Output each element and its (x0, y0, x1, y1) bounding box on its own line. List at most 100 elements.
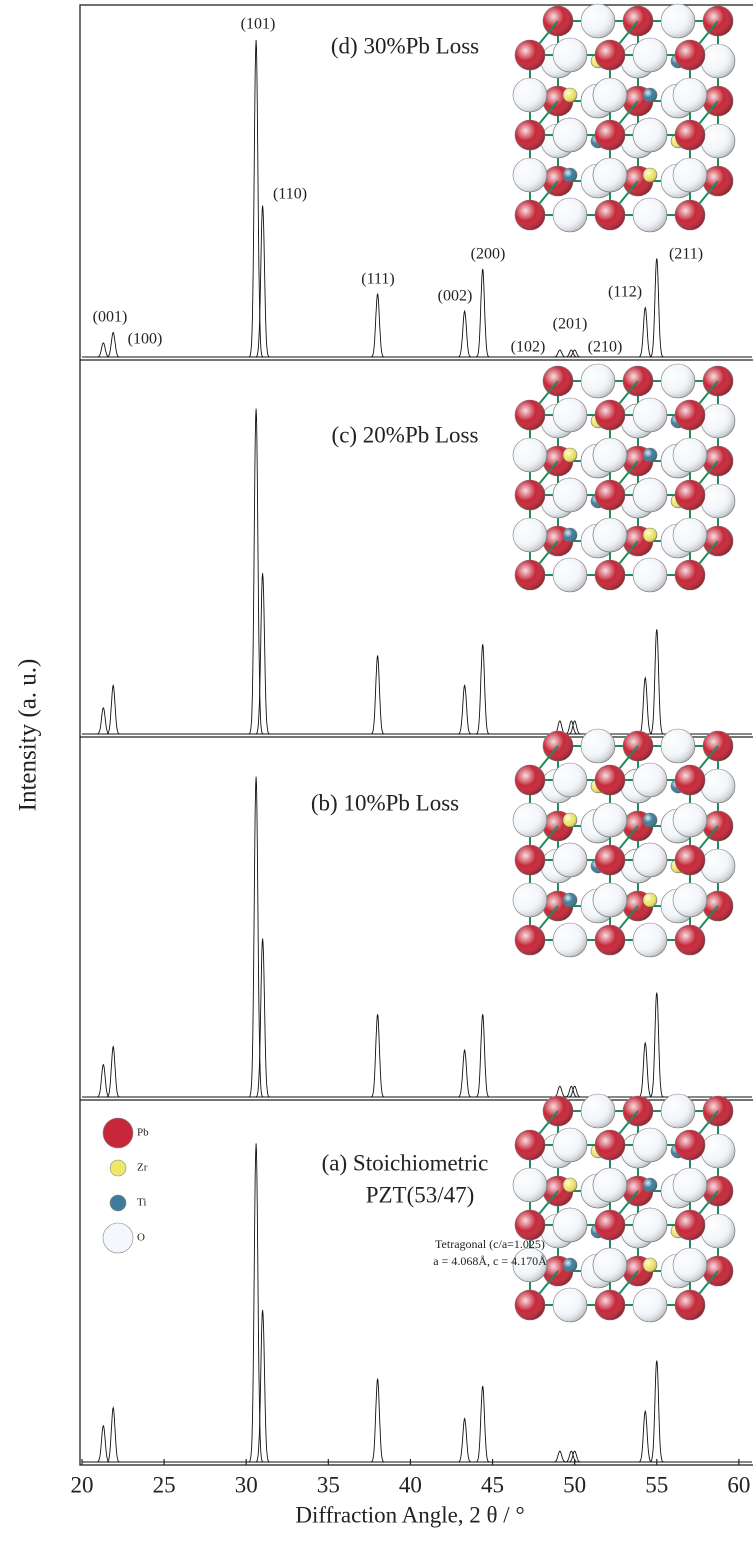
diffraction-peak (247, 408, 265, 735)
atom-shade (595, 120, 625, 150)
atom-shade (513, 1248, 547, 1282)
diffraction-peak (105, 331, 122, 358)
atom-shade (595, 925, 625, 955)
atom-shade (675, 925, 705, 955)
atom-shade (643, 448, 657, 462)
diffraction-peak (648, 629, 665, 735)
atom-shade (701, 1214, 735, 1248)
peak-label: (100) (128, 331, 163, 348)
panel-title: (c) 20%Pb Loss (332, 422, 479, 447)
diffraction-peak (369, 1014, 386, 1098)
atom-shade (633, 843, 667, 877)
x-tick-label: 20 (71, 1472, 94, 1497)
diffraction-peak (254, 1309, 271, 1463)
atom-shade (595, 560, 625, 590)
panel-title: (b) 10%Pb Loss (311, 790, 459, 815)
atom-shade (515, 1130, 545, 1160)
atom-shade (553, 398, 587, 432)
peak-label: (102) (511, 339, 546, 356)
peak-label: (211) (669, 246, 703, 263)
diffraction-peak (247, 40, 265, 358)
atom-shade (563, 528, 577, 542)
legend-label: Pb (137, 1127, 149, 1139)
plot-frame (79, 4, 753, 1466)
atom-shade (633, 38, 667, 72)
y-axis-label: Intensity (a. u.) (15, 659, 42, 812)
peak-label: (200) (471, 246, 506, 263)
peak-label: (110) (273, 186, 307, 203)
diffraction-peak (105, 1045, 122, 1098)
atom-shade (595, 1130, 625, 1160)
atom-shade (581, 1094, 615, 1128)
atom-shade (675, 1290, 705, 1320)
diffraction-peak (456, 683, 473, 735)
legend-label: O (137, 1232, 145, 1244)
diffraction-peak (474, 1014, 491, 1098)
diffraction-peak (551, 349, 569, 358)
atom-shade (643, 528, 657, 542)
atom-shade (673, 883, 707, 917)
x-tick-label: 50 (563, 1472, 586, 1497)
diffraction-peak (566, 720, 583, 735)
atom-shade (643, 168, 657, 182)
crystal-illustration (512, 3, 736, 233)
atom-shade (661, 1094, 695, 1128)
atom-shade (513, 1168, 547, 1202)
atom-shade (701, 404, 735, 438)
atom-shade (515, 120, 545, 150)
diffraction-peak (105, 683, 122, 735)
atom-shade (633, 1288, 667, 1322)
peak-label: (112) (608, 284, 642, 301)
atom-shade (673, 1168, 707, 1202)
diffraction-peak (566, 349, 583, 358)
atom-shade (563, 168, 577, 182)
x-tick-label: 60 (727, 1472, 750, 1497)
diffraction-peak (95, 706, 112, 735)
peak-label: (210) (588, 339, 623, 356)
diffraction-peak (551, 1450, 569, 1463)
atom-shade (675, 120, 705, 150)
atom-shade (563, 1178, 577, 1192)
diffraction-peak (254, 573, 271, 735)
atom-shade (675, 200, 705, 230)
atom-shade (553, 1128, 587, 1162)
legend-swatch (102, 1117, 134, 1149)
diffraction-peak (95, 1063, 112, 1098)
diffraction-peak (369, 293, 386, 358)
atom-shade (643, 88, 657, 102)
atom-shade (633, 1128, 667, 1162)
diffraction-peak (637, 1041, 654, 1098)
atom-shade (563, 1258, 577, 1272)
diffraction-peak (456, 1048, 473, 1098)
atom-shade (701, 1134, 735, 1168)
atom-shade (553, 843, 587, 877)
atom-shade (661, 729, 695, 763)
atom-shade (515, 200, 545, 230)
atom-shade (513, 518, 547, 552)
atom-shade (593, 803, 627, 837)
atom-shade (513, 803, 547, 837)
diffraction-peak (254, 205, 271, 358)
atom-shade (513, 438, 547, 472)
annotation: Tetragonal (c/a=1.025) (435, 1237, 545, 1251)
atom-shade (675, 845, 705, 875)
atom-shade (593, 158, 627, 192)
atom-shade (553, 478, 587, 512)
atom-shade (553, 558, 587, 592)
atom-shade (595, 400, 625, 430)
atom-shade (595, 765, 625, 795)
atom-shade (675, 40, 705, 70)
atom-shade (673, 803, 707, 837)
legend-swatch (102, 1222, 134, 1254)
diffraction-peak (254, 938, 271, 1098)
diffraction-peak (648, 992, 665, 1098)
atom-shade (633, 478, 667, 512)
diffraction-peak (247, 1143, 265, 1463)
atom-shade (553, 923, 587, 957)
diffraction-peak (369, 1378, 386, 1463)
atom-shade (563, 893, 577, 907)
atom-shade (675, 480, 705, 510)
diffraction-peak (566, 1450, 583, 1463)
x-tick-label: 35 (317, 1472, 340, 1497)
peak-label: (111) (361, 271, 394, 288)
